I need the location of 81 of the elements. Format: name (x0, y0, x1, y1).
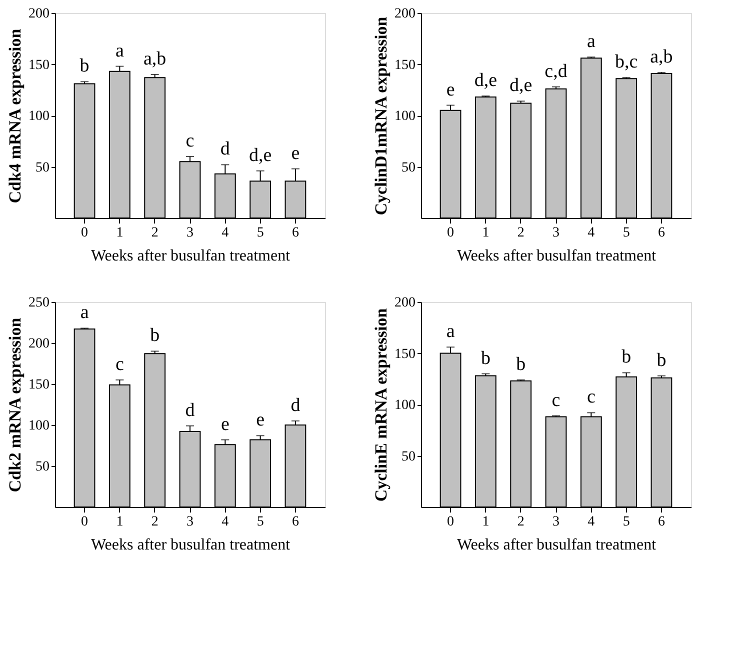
x-tick-label: 4 (588, 514, 595, 530)
x-tick-label: 6 (658, 514, 665, 530)
annotation: d,e (510, 75, 532, 96)
annotation: b (516, 354, 526, 375)
annotation: e (446, 79, 455, 100)
y-tick-label: 200 (28, 336, 50, 352)
x-tick-label: 1 (116, 226, 124, 240)
y-tick-label: 250 (28, 296, 50, 310)
annotation: e (291, 142, 300, 164)
annotation: b (150, 325, 160, 346)
x-tick-label: 3 (186, 514, 194, 530)
y-tick-label: 150 (28, 378, 50, 392)
annotation: b,c (614, 52, 638, 73)
x-tick-label: 1 (482, 514, 490, 530)
x-tick-label: 5 (256, 514, 264, 530)
y-tick-label: 200 (28, 6, 50, 22)
x-tick-label: 3 (552, 514, 560, 530)
x-tick-label: 6 (658, 226, 665, 240)
y-axis-title: CyclinE mRNA expression (372, 308, 390, 502)
annotation: b (656, 350, 666, 371)
y-tick-label: 150 (394, 346, 416, 362)
y-tick-label: 100 (28, 109, 50, 124)
x-tick-label: 2 (151, 226, 158, 240)
annotation: a (80, 302, 90, 324)
x-tick-label: 0 (81, 514, 88, 530)
x-tick-label: 1 (482, 226, 490, 240)
x-axis-title: Weeks after busulfan treatment (456, 536, 657, 554)
y-tick-label: 50 (36, 460, 50, 474)
x-tick-label: 0 (81, 226, 88, 240)
annotation: a (115, 40, 124, 62)
x-tick-label: 2 (517, 514, 524, 530)
annotation: c (186, 130, 194, 152)
x-axis-title: Weeks after busulfan treatment (456, 248, 657, 264)
x-tick-label: 0 (447, 226, 454, 240)
annotation: a,b (650, 46, 673, 68)
x-axis-title: Weeks after busulfan treatment (90, 536, 291, 554)
annotation: e (256, 410, 265, 431)
y-tick-label: 50 (36, 160, 50, 176)
annotation: a (446, 321, 456, 342)
annotation: a (586, 31, 596, 52)
y-tick-label: 50 (402, 160, 416, 176)
annotation: d (220, 138, 230, 160)
annotation: c (552, 390, 560, 411)
annotation: e (220, 414, 230, 435)
y-axis-title: Cdk4 mRNA expression (6, 28, 24, 204)
x-tick-label: 0 (447, 514, 454, 530)
x-tick-label: 5 (622, 514, 630, 530)
annotation: c (115, 354, 124, 375)
y-tick-label: 50 (402, 449, 416, 464)
annotation: b (480, 348, 490, 369)
x-tick-label: 4 (222, 514, 229, 530)
x-tick-label: 6 (292, 514, 299, 530)
annotation: b (80, 56, 90, 77)
annotation: d (185, 400, 196, 421)
y-tick-label: 100 (28, 418, 50, 434)
annotation: d (290, 394, 301, 416)
x-tick-label: 4 (222, 226, 229, 240)
x-tick-label: 2 (151, 514, 158, 530)
y-tick-label: 200 (394, 6, 416, 22)
x-tick-label: 5 (256, 226, 264, 240)
annotation: a,b (144, 48, 166, 70)
y-tick-label: 150 (394, 58, 416, 73)
y-axis-title: CyclinD1mRNA expression (372, 16, 390, 216)
x-tick-label: 3 (552, 226, 560, 240)
x-tick-label: 2 (517, 226, 524, 240)
x-tick-label: 4 (588, 226, 595, 240)
x-tick-label: 1 (116, 514, 124, 530)
y-axis-title: Cdk2 mRNA expression (6, 317, 24, 492)
annotation: d,e (474, 70, 498, 92)
y-tick-label: 150 (28, 58, 50, 73)
y-tick-label: 100 (394, 398, 416, 413)
x-tick-label: 3 (186, 226, 194, 240)
x-tick-label: 5 (622, 226, 630, 240)
x-axis-title: Weeks after busulfan treatment (90, 248, 291, 264)
x-tick-label: 6 (292, 226, 299, 240)
annotation: b (622, 346, 632, 368)
annotation: c,d (544, 60, 568, 82)
annotation: c (586, 386, 596, 408)
y-tick-label: 200 (394, 296, 416, 310)
annotation: d,e (248, 144, 272, 166)
y-tick-label: 100 (394, 109, 416, 124)
